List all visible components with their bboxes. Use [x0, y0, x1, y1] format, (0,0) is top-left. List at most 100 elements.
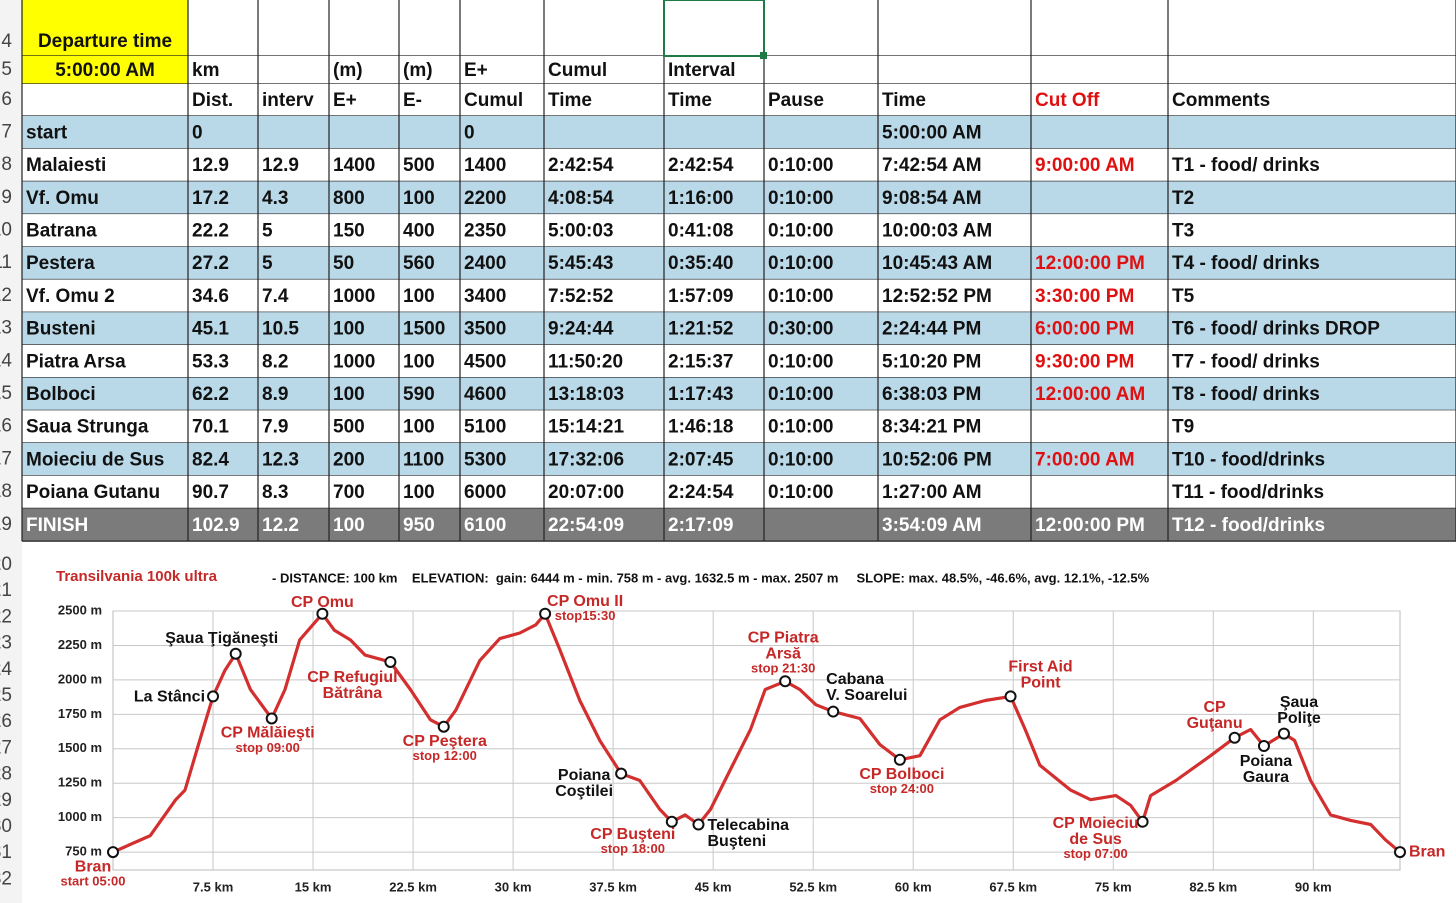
cell-text: 7:00:00 AM	[1035, 449, 1135, 470]
cell-text: 2:07:45	[668, 449, 734, 470]
row-number: 22	[0, 606, 12, 627]
cell-text: T7 - food/ drinks	[1172, 351, 1320, 372]
cell-text: 22.2	[192, 220, 229, 241]
cell-text: 17:32:06	[548, 449, 624, 470]
waypoint-marker	[539, 607, 552, 620]
row-number: 7	[1, 121, 12, 142]
x-tick-label: 52.5 km	[789, 879, 837, 894]
row-number: 10	[0, 219, 12, 240]
cell-text: 3:30:00 PM	[1035, 286, 1134, 307]
cell-text: 5	[262, 253, 273, 274]
cell-text: 27.2	[192, 253, 229, 274]
cell-text: 5:00:00 AM	[882, 122, 982, 143]
row-number: 8	[1, 154, 12, 175]
waypoint-label: Bran	[1409, 843, 1445, 860]
yellow-cell	[22, 56, 188, 84]
cell-text: 0:41:08	[668, 220, 734, 241]
y-tick-label: 1750 m	[58, 706, 102, 721]
cell-text: T4 - food/ drinks	[1172, 253, 1320, 274]
cell-text: 0:35:40	[668, 253, 734, 274]
chart-title: Transilvania 100k ultra	[56, 568, 218, 585]
row-background	[22, 279, 1456, 313]
row-number: 23	[0, 633, 12, 654]
waypoint-marker	[1277, 727, 1290, 740]
table: Departure time 5:00:00 AM km (m) (m) E+ Cumul I…	[21, 0, 1456, 542]
cell-text: T3	[1172, 220, 1194, 241]
cell-text: 590	[403, 384, 435, 405]
waypoint-label: CP Piatra	[748, 629, 819, 646]
y-tick-label: 2000 m	[58, 671, 102, 686]
cell-text: 0:10:00	[768, 220, 834, 241]
cell-text: 1400	[333, 155, 375, 176]
waypoint-marker	[1136, 815, 1149, 828]
cell-text: 5	[262, 220, 273, 241]
y-tick-label: 750 m	[65, 844, 102, 859]
cell-text: 700	[333, 482, 365, 503]
cell-text: 7.4	[262, 286, 289, 307]
cell-text: 2:42:54	[668, 155, 734, 176]
waypoint-label: Poiana	[558, 767, 611, 784]
waypoint-label: CP Moieciu	[1053, 815, 1139, 832]
cell-text: 10:52:06 PM	[882, 449, 992, 470]
cell-text: 17.2	[192, 188, 229, 209]
cell-text: Malaiesti	[26, 155, 106, 176]
row-background	[22, 377, 1456, 411]
cell-text: 6000	[464, 482, 506, 503]
cell-text: 0:10:00	[768, 188, 834, 209]
cell-text: 0:10:00	[768, 286, 834, 307]
cell-text: 6100	[464, 515, 506, 536]
cell-text: 0:30:00	[768, 319, 834, 340]
cell-text: Piatra Arsa	[26, 351, 126, 372]
waypoint-marker	[107, 846, 119, 859]
cell-text: 8.9	[262, 384, 288, 405]
cell-text: 5:45:43	[548, 253, 614, 274]
cell-text: Time	[668, 90, 712, 111]
row-number: 12	[0, 285, 12, 306]
cell-text: 9:24:44	[548, 319, 614, 340]
cell-text: Departure time	[38, 31, 172, 52]
waypoint-marker	[316, 607, 329, 620]
row-number: 26	[0, 711, 12, 732]
cell-text: T11 - food/drinks	[1172, 482, 1324, 503]
x-tick-label: 90 km	[1295, 879, 1332, 894]
waypoint-label: Şaua Ţigăneşti	[165, 630, 278, 647]
selected-cell	[663, 0, 765, 57]
waypoint-marker	[437, 720, 450, 733]
row-number: 32	[0, 868, 12, 889]
waypoint-label: CP Buşteni	[590, 826, 675, 843]
cell-text: 500	[333, 417, 365, 438]
cell-text: 0:10:00	[768, 417, 834, 438]
cell-text: 800	[333, 188, 365, 209]
cell-text: 5300	[464, 449, 506, 470]
y-tick-label: 1500 m	[58, 740, 102, 755]
waypoint-label: Bătrâna	[323, 685, 383, 702]
cell-text: 34.6	[192, 286, 229, 307]
cell-text: E+	[333, 90, 357, 111]
cell-text: 9:30:00 PM	[1035, 351, 1134, 372]
waypoint-marker	[265, 712, 278, 725]
waypoint-label: Buşteni	[707, 833, 766, 850]
waypoint-label: Poiana	[1240, 753, 1293, 770]
cell-text: 90.7	[192, 482, 229, 503]
cell-text: 7:52:52	[548, 286, 614, 307]
y-tick-label: 2250 m	[58, 637, 102, 652]
cell-text: 2:15:37	[668, 351, 734, 372]
cell-text: Bolboci	[26, 384, 96, 405]
cell-text: 3500	[464, 319, 506, 340]
cell-text: Comments	[1172, 90, 1270, 111]
cell-text: 53.3	[192, 351, 229, 372]
cell-text: 500	[403, 155, 435, 176]
waypoint-label: Telecabina	[707, 817, 789, 834]
row-number: 13	[0, 318, 12, 339]
x-tick-label: 7.5 km	[193, 879, 233, 894]
x-tick-label: 67.5 km	[989, 879, 1037, 894]
waypoint-marker	[384, 655, 397, 668]
cell-text: 1:57:09	[668, 286, 734, 307]
row-background	[22, 214, 1456, 247]
cell-text: 0:10:00	[768, 384, 834, 405]
waypoint-label: CP Peştera	[403, 733, 487, 750]
cell-text: 0:10:00	[768, 253, 834, 274]
cell-text: 1100	[403, 449, 444, 470]
cell-text: 4:08:54	[548, 188, 614, 209]
cell-text: 45.1	[192, 319, 229, 340]
